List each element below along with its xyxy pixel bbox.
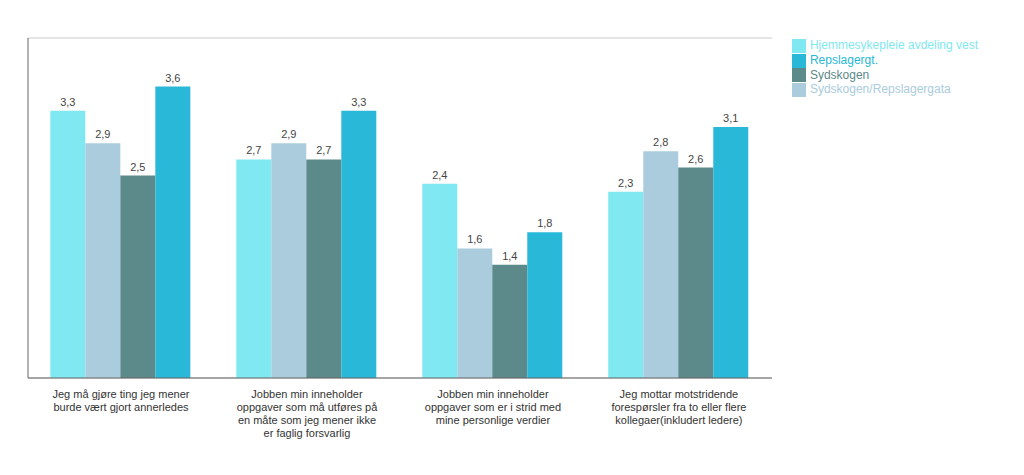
svg-text:3,1: 3,1 xyxy=(723,112,738,124)
svg-text:3,3: 3,3 xyxy=(351,96,366,108)
svg-text:Jobben min inneholderoppgaver: Jobben min inneholderoppgaver som må utf… xyxy=(237,388,379,439)
svg-text:1,6: 1,6 xyxy=(467,233,482,245)
svg-text:1,4: 1,4 xyxy=(502,250,517,262)
html-text:Sydskogen/Repslagergata: Sydskogen/Repslagergata xyxy=(809,82,951,97)
html-text:Repslagergt.: Repslagergt. xyxy=(809,52,878,67)
svg-text:2,9: 2,9 xyxy=(281,128,296,140)
svg-text:2,6: 2,6 xyxy=(688,153,703,165)
svg-text:3,3: 3,3 xyxy=(60,96,75,108)
svg-text:2,7: 2,7 xyxy=(246,144,261,156)
html-text:Sydskogen: Sydskogen xyxy=(809,67,870,82)
svg-text:1,8: 1,8 xyxy=(537,217,552,229)
svg-text:2,8: 2,8 xyxy=(653,136,668,148)
svg-text:2,3: 2,3 xyxy=(618,177,633,189)
svg-text:2,5: 2,5 xyxy=(130,161,145,173)
svg-text:2,4: 2,4 xyxy=(432,169,447,181)
svg-text:Jeg mottar motstridendeforespø: Jeg mottar motstridendeforespørsler fra … xyxy=(611,388,746,426)
svg-text:2,7: 2,7 xyxy=(316,144,331,156)
svg-text:Jeg må gjøre ting jeg menerbur: Jeg må gjøre ting jeg menerburde vært gj… xyxy=(53,388,190,413)
svg-text:3,6: 3,6 xyxy=(165,72,180,84)
svg-text:2,9: 2,9 xyxy=(95,128,110,140)
svg-text:Jobben min inneholderoppgaver: Jobben min inneholderoppgaver som er i s… xyxy=(425,388,561,426)
html-text:Hjemmesykepleie avdeling vest: Hjemmesykepleie avdeling vest xyxy=(809,38,978,52)
